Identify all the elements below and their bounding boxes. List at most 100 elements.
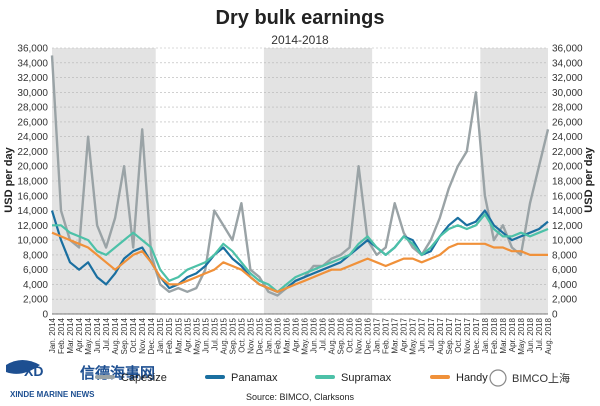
legend-label-supramax: Supramax [341, 372, 392, 384]
y-tick-label: 8,000 [23, 250, 48, 261]
y-axis-label-left: USD per day [3, 146, 15, 212]
y-tick-label-right: 16,000 [552, 191, 583, 202]
y-tick-label: 24,000 [17, 132, 48, 143]
y-tick-label: 10,000 [17, 236, 48, 247]
x-tick-label: Jun. 2015 [201, 317, 210, 353]
y-tick-label-right: 2,000 [552, 295, 577, 306]
y-tick-label: 26,000 [17, 117, 48, 128]
logo-x: XD [24, 363, 43, 379]
y-axis-right: 0 2,000 4,000 6,000 8,000 10,000 12,000 14,000 1… [552, 44, 583, 321]
series-panamax [50, 209, 549, 293]
x-tick-label: Oct. 2016 [346, 317, 355, 352]
y-tick-label-right: 34,000 [552, 58, 583, 69]
x-tick-label: Dec. 2017 [472, 317, 481, 354]
y-tick-label: 34,000 [17, 58, 48, 69]
y-axis-label-right: USD per day [583, 146, 595, 212]
x-tick-label: Mar. 2014 [66, 317, 75, 353]
y-tick-label-right: 8,000 [552, 250, 577, 261]
x-tick-label: Jan. 2017 [373, 317, 382, 353]
y-tick-label: 4,000 [23, 280, 48, 291]
y-tick-label-right: 24,000 [552, 132, 583, 143]
x-tick-label: Mar. 2016 [282, 317, 291, 353]
x-tick-label: Jun. 2017 [418, 317, 427, 353]
y-tick-label: 18,000 [17, 177, 48, 188]
x-tick-label: Sep. 2015 [228, 317, 237, 354]
x-tick-label: Apr. 2015 [183, 317, 192, 352]
x-tick-label: Jan. 2015 [156, 317, 165, 353]
y-tick-label-right: 30,000 [552, 88, 583, 99]
legend-swatch-supramax [315, 375, 335, 379]
x-tick-label: Dec. 2016 [364, 317, 373, 354]
x-tick-label: Oct. 2017 [454, 317, 463, 352]
x-tick-label: Oct. 2015 [237, 317, 246, 352]
x-tick-label: Nov. 2017 [463, 317, 472, 353]
y-tick-label: 12,000 [17, 221, 48, 232]
y-tick-label-right: 14,000 [552, 206, 583, 217]
x-tick-label: Aug. 2015 [219, 317, 228, 354]
x-tick-label: Oct. 2014 [129, 317, 138, 352]
x-tick-label: Jun. 2018 [526, 317, 535, 353]
x-tick-label: Aug. 2018 [544, 317, 553, 354]
x-tick-label: Aug. 2017 [436, 317, 445, 354]
y-tick-label: 16,000 [17, 191, 48, 202]
x-tick-label: Apr. 2018 [508, 317, 517, 352]
x-tick-label: May. 2015 [192, 317, 201, 354]
x-tick-label: Jan. 2014 [48, 317, 57, 353]
x-tick-label: Jul. 2015 [210, 317, 219, 350]
y-tick-label-right: 6,000 [552, 265, 577, 276]
x-tick-label: May. 2017 [409, 317, 418, 354]
y-tick-label: 20,000 [17, 162, 48, 173]
x-tick-label: Feb. 2016 [273, 317, 282, 354]
chart-subtitle: 2014-2018 [271, 33, 329, 47]
x-tick-label: Feb. 2014 [57, 317, 66, 354]
legend-label-handy: Handy [456, 372, 488, 384]
x-tick-label: May. 2018 [517, 317, 526, 354]
x-tick-label: Jun. 2014 [93, 317, 102, 353]
x-tick-label: Mar. 2018 [499, 317, 508, 353]
y-tick-label-right: 22,000 [552, 147, 583, 158]
x-tick-label: Sep. 2014 [120, 317, 129, 354]
chart-title: Dry bulk earnings [216, 7, 385, 29]
y-tick-label: 36,000 [17, 44, 48, 55]
legend-label-panamax: Panamax [231, 372, 278, 384]
x-tick-label: Sep. 2016 [337, 317, 346, 354]
y-tick-label-right: 20,000 [552, 162, 583, 173]
x-tick-label: Dec. 2015 [255, 317, 264, 354]
x-tick-label: Dec. 2014 [147, 317, 156, 354]
x-tick-label: Apr. 2017 [400, 317, 409, 352]
logo-icon [6, 360, 40, 374]
y-tick-label-right: 12,000 [552, 221, 583, 232]
wechat-icon [489, 369, 507, 387]
y-tick-label-right: 0 [552, 310, 558, 321]
series-handy [51, 231, 548, 293]
y-tick-label-right: 18,000 [552, 177, 583, 188]
y-tick-label: 0 [42, 310, 48, 321]
x-tick-label: Feb. 2015 [165, 317, 174, 354]
x-tick-label: Jul. 2016 [319, 317, 328, 350]
x-tick-label: May. 2016 [301, 317, 310, 354]
legend-label-capesize: Capesize [121, 372, 167, 384]
x-tick-label: Jan. 2018 [481, 317, 490, 353]
y-tick-label: 14,000 [17, 206, 48, 217]
x-tick-label: Nov. 2014 [138, 317, 147, 353]
x-tick-label: Feb. 2018 [490, 317, 499, 354]
y-tick-label: 28,000 [17, 103, 48, 114]
y-tick-label-right: 28,000 [552, 103, 583, 114]
x-tick-label: Jul. 2018 [535, 317, 544, 350]
watermark-text: BIMCO上海 [512, 371, 570, 385]
legend-swatch-panamax [205, 375, 225, 379]
x-axis: Jan. 2014 Feb. 2014 Mar. 2014 Apr. 2014 May.… [48, 313, 553, 355]
x-tick-label: Apr. 2014 [75, 317, 84, 352]
x-tick-label: Jun. 2016 [310, 317, 319, 353]
legend-swatch-handy [430, 375, 450, 379]
y-tick-label: 6,000 [23, 265, 48, 276]
x-tick-label: Jul. 2017 [427, 317, 436, 350]
x-tick-label: Nov. 2016 [355, 317, 364, 353]
y-tick-label: 32,000 [17, 73, 48, 84]
series-supramax [52, 213, 549, 293]
y-tick-label: 2,000 [23, 295, 48, 306]
y-tick-label-right: 26,000 [552, 117, 583, 128]
x-tick-label: Apr. 2016 [291, 317, 300, 352]
watermark: BIMCO上海 [489, 369, 570, 387]
